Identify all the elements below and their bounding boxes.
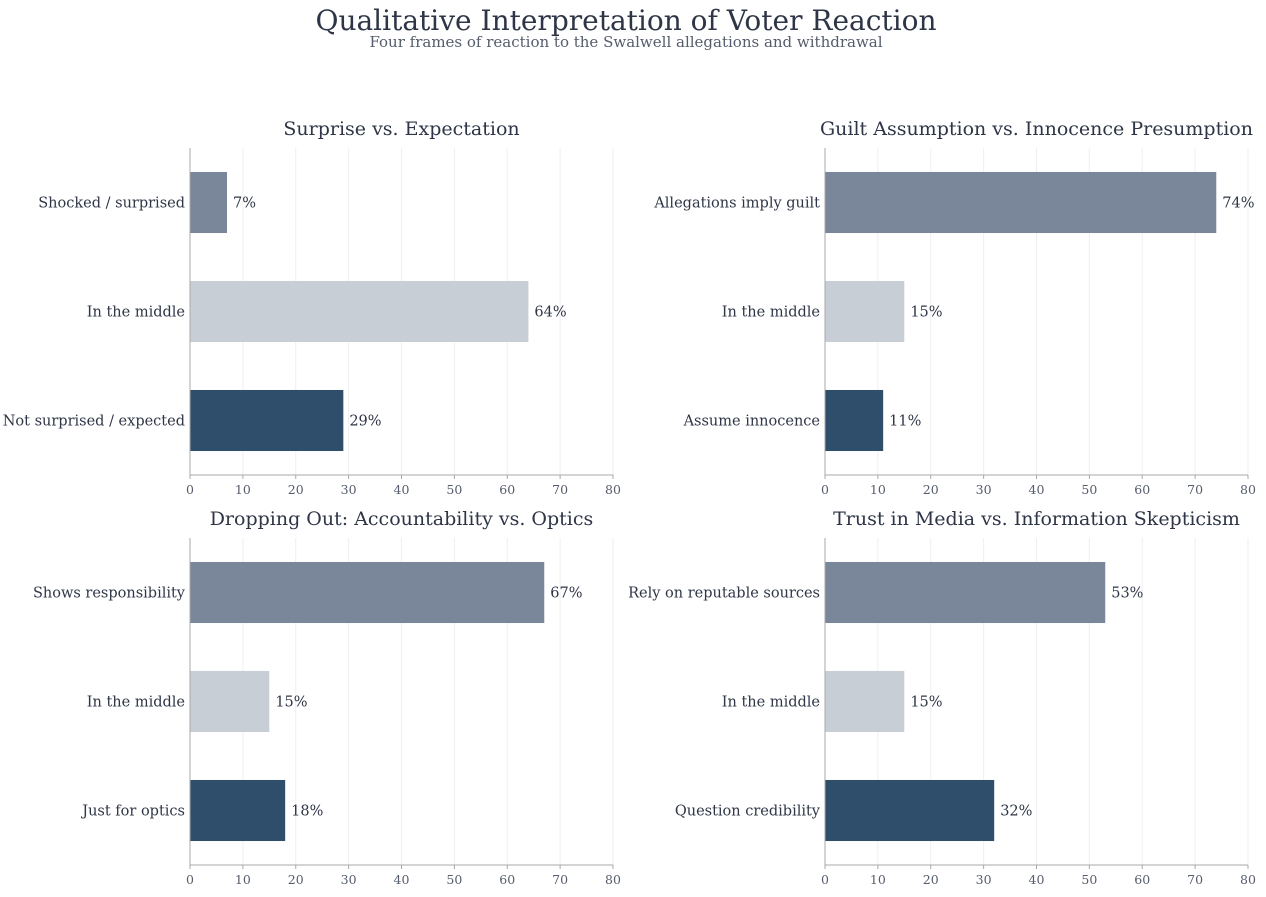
x-tick-label: 0 xyxy=(821,872,829,887)
x-tick-label: 50 xyxy=(446,872,462,887)
category-label: Shows responsibility xyxy=(33,586,186,602)
bar-1 xyxy=(190,561,545,624)
x-tick-label: 80 xyxy=(1240,482,1256,497)
x-tick-label: 40 xyxy=(1029,482,1045,497)
chart-title: Guilt Assumption vs. Innocence Presumpti… xyxy=(820,118,1253,140)
data-label: 11% xyxy=(889,414,921,430)
x-tick-label: 30 xyxy=(976,482,992,497)
data-label: 53% xyxy=(1111,586,1143,602)
chart-title: Dropping Out: Accountability vs. Optics xyxy=(210,508,594,530)
x-tick-label: 70 xyxy=(552,872,568,887)
category-label: Just for optics xyxy=(80,804,185,820)
chart-panel-1: Surprise vs. Expectation Shocked / surpri… xyxy=(3,118,621,497)
chart-title: Surprise vs. Expectation xyxy=(283,118,519,140)
data-label: 15% xyxy=(910,305,942,321)
x-tick-label: 30 xyxy=(976,872,992,887)
figure-subtitle: Four frames of reaction to the Swalwell … xyxy=(369,33,882,51)
x-tick-label: 70 xyxy=(1187,872,1203,887)
x-tick-label: 70 xyxy=(1187,482,1203,497)
category-label: In the middle xyxy=(87,695,185,711)
bar-3 xyxy=(825,779,995,842)
bar-1 xyxy=(825,171,1217,234)
x-tick-label: 40 xyxy=(394,482,410,497)
x-tick-label: 10 xyxy=(235,482,251,497)
x-tick-label: 0 xyxy=(186,482,194,497)
x-tick-label: 80 xyxy=(605,872,621,887)
category-label: In the middle xyxy=(722,695,820,711)
data-label: 15% xyxy=(275,695,307,711)
x-tick-label: 70 xyxy=(552,482,568,497)
bar-2 xyxy=(825,280,905,343)
category-label: Question credibility xyxy=(675,804,821,820)
bar-3 xyxy=(190,779,286,842)
x-tick-label: 60 xyxy=(499,482,515,497)
x-tick-label: 10 xyxy=(870,482,886,497)
x-tick-label: 50 xyxy=(446,482,462,497)
x-tick-label: 10 xyxy=(870,872,886,887)
figure-title: Qualitative Interpretation of Voter Reac… xyxy=(315,4,936,37)
data-label: 67% xyxy=(550,586,582,602)
bar-2 xyxy=(190,670,270,733)
x-tick-label: 40 xyxy=(394,872,410,887)
x-tick-label: 20 xyxy=(923,872,939,887)
x-tick-label: 80 xyxy=(605,482,621,497)
category-label: Rely on reputable sources xyxy=(628,586,820,602)
bar-1 xyxy=(825,561,1106,624)
chart-title: Trust in Media vs. Information Skepticis… xyxy=(833,508,1240,530)
data-label: 18% xyxy=(291,804,323,820)
bar-3 xyxy=(190,389,344,452)
category-label: In the middle xyxy=(722,305,820,321)
x-tick-label: 0 xyxy=(186,872,194,887)
x-tick-label: 60 xyxy=(499,872,515,887)
x-tick-label: 80 xyxy=(1240,872,1256,887)
data-label: 29% xyxy=(349,414,381,430)
bar-2 xyxy=(825,670,905,733)
x-tick-label: 30 xyxy=(341,482,357,497)
category-label: Shocked / surprised xyxy=(38,196,185,212)
chart-panel-3: Dropping Out: Accountability vs. Optics S… xyxy=(33,508,621,887)
x-tick-label: 60 xyxy=(1134,482,1150,497)
x-tick-label: 50 xyxy=(1081,872,1097,887)
x-tick-label: 10 xyxy=(235,872,251,887)
category-label: Allegations imply guilt xyxy=(653,196,820,212)
x-tick-label: 40 xyxy=(1029,872,1045,887)
x-tick-label: 20 xyxy=(288,482,304,497)
x-tick-label: 20 xyxy=(923,482,939,497)
x-tick-label: 50 xyxy=(1081,482,1097,497)
category-label: Assume innocence xyxy=(683,414,820,430)
chart-panel-2: Guilt Assumption vs. Innocence Presumpti… xyxy=(653,118,1256,497)
category-label: In the middle xyxy=(87,305,185,321)
data-label: 32% xyxy=(1000,804,1032,820)
data-label: 7% xyxy=(233,196,256,212)
chart-panel-4: Trust in Media vs. Information Skepticis… xyxy=(628,508,1256,887)
x-tick-label: 20 xyxy=(288,872,304,887)
x-tick-label: 60 xyxy=(1134,872,1150,887)
data-label: 64% xyxy=(534,305,566,321)
bar-2 xyxy=(190,280,529,343)
data-label: 74% xyxy=(1222,196,1254,212)
bar-1 xyxy=(190,171,228,234)
x-tick-label: 0 xyxy=(821,482,829,497)
x-tick-label: 30 xyxy=(341,872,357,887)
bar-3 xyxy=(825,389,884,452)
data-label: 15% xyxy=(910,695,942,711)
category-label: Not surprised / expected xyxy=(3,414,185,430)
